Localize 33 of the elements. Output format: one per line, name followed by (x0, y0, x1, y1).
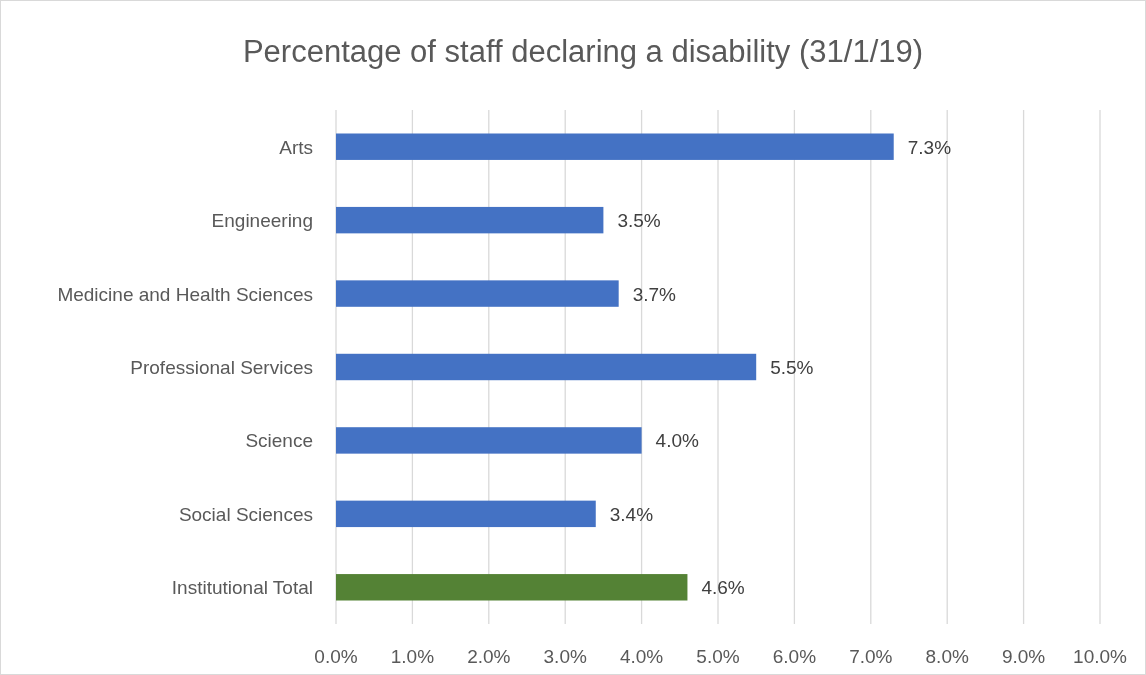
data-label: 3.5% (617, 210, 661, 232)
chart-title: Percentage of staff declaring a disability (31/1/19) (242, 34, 924, 69)
data-label: 3.7% (632, 283, 677, 305)
x-tick-label: 0.0% (314, 646, 358, 667)
y-tick-label: Engineering (211, 210, 313, 232)
bar (336, 206, 604, 234)
bar (336, 500, 596, 528)
x-tick-label: 8.0% (925, 646, 969, 667)
x-tick-label: 2.0% (467, 646, 511, 667)
y-tick-label: Institutional Total (171, 577, 313, 599)
data-label: 5.5% (770, 357, 814, 378)
bar (336, 427, 642, 454)
x-tick-label: 6.0% (772, 646, 817, 667)
x-tick-label: 9.0% (1001, 646, 1046, 667)
data-label: 4.0% (655, 430, 700, 452)
bar (336, 133, 894, 160)
x-tick-label: 4.0% (619, 646, 664, 667)
y-tick-label: Science (245, 430, 313, 452)
data-label: 3.4% (609, 503, 654, 525)
bar (336, 280, 619, 307)
data-label: 4.6% (701, 577, 745, 599)
x-tick-label: 1.0% (390, 646, 435, 667)
bar (336, 353, 757, 381)
y-tick-label: Arts (279, 136, 313, 158)
y-tick-label: Medicine and Health Sciences (57, 283, 313, 305)
x-tick-label: 7.0% (849, 646, 893, 667)
y-tick-label: Professional Services (130, 357, 313, 378)
bar (336, 574, 688, 601)
data-label: 7.3% (907, 136, 952, 158)
x-tick-label: 3.0% (543, 646, 587, 667)
y-tick-label: Social Sciences (178, 503, 313, 525)
x-tick-label: 10.0% (1073, 646, 1128, 667)
x-tick-label: 5.0% (696, 646, 740, 667)
